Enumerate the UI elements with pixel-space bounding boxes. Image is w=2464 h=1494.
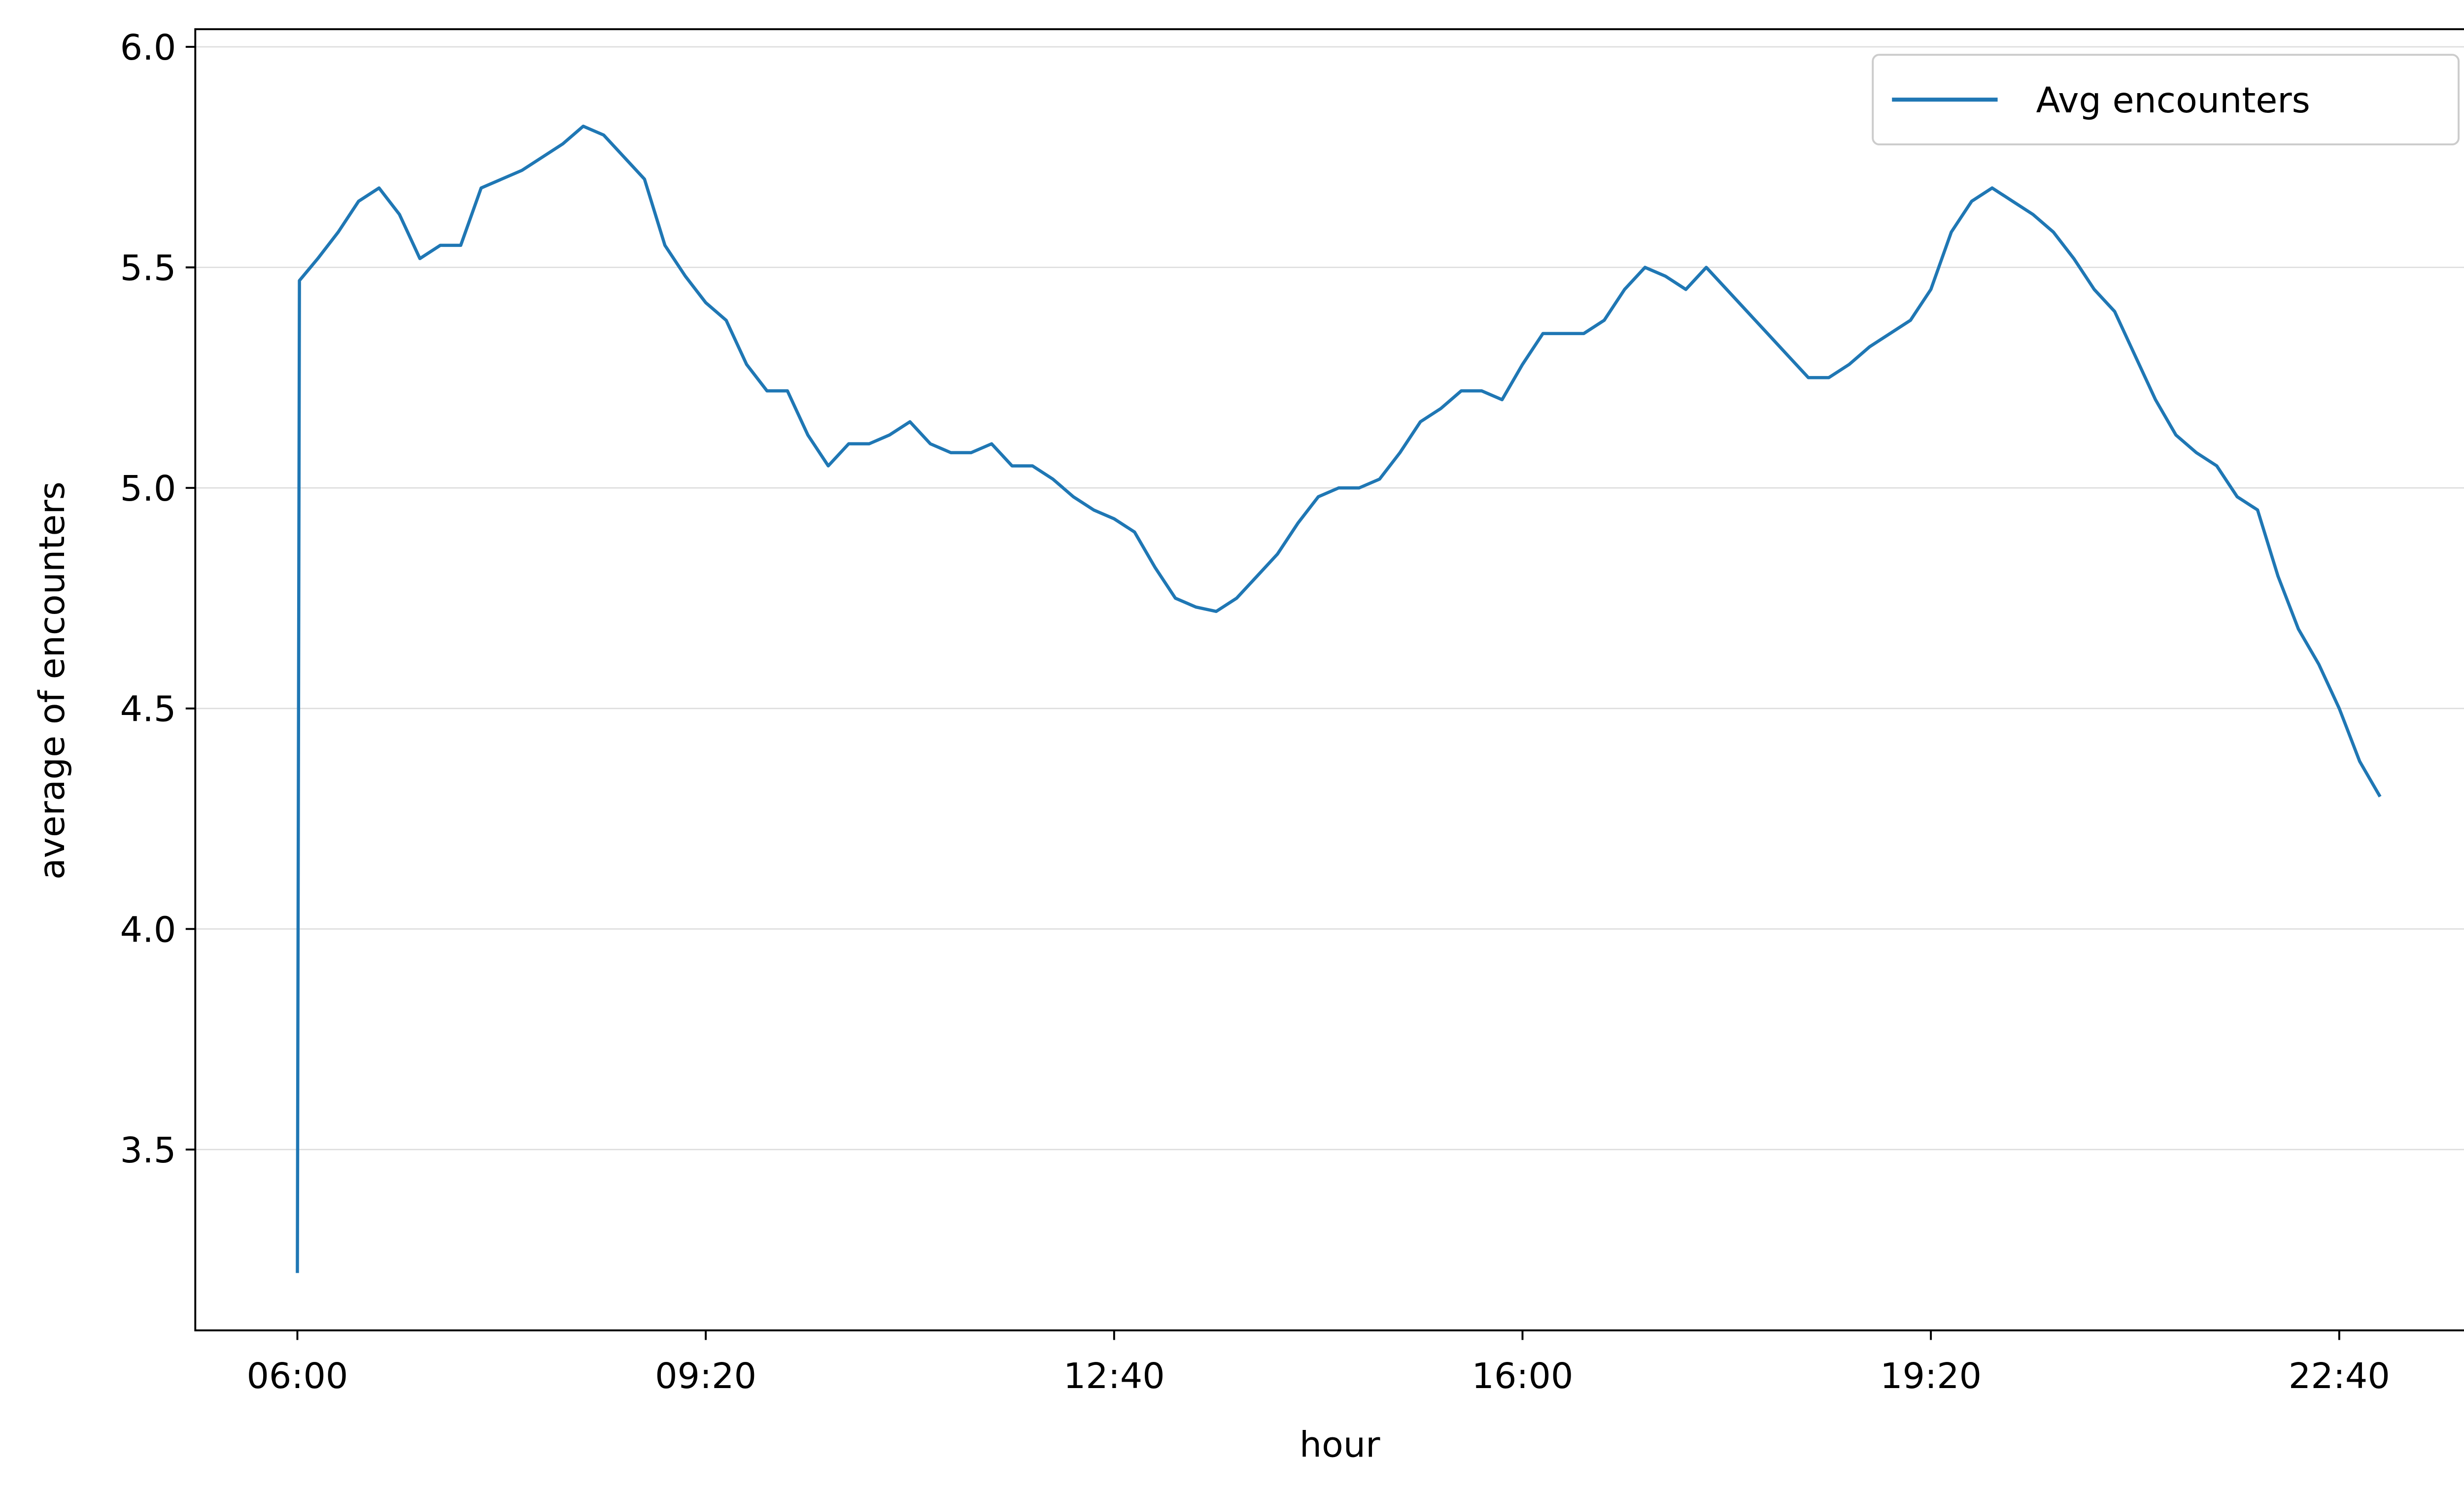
x-tick-label: 19:20 [1880,1356,1982,1396]
legend: Avg encounters [1872,54,2460,146]
y-axis-label: average of encounters [32,481,72,880]
y-tick-label: 6.0 [120,27,176,68]
legend-label: Avg encounters [2036,80,2310,121]
x-axis-label: hour [1300,1425,1380,1465]
y-tick-label: 5.0 [120,468,176,509]
x-tick-label: 09:20 [655,1356,756,1396]
line-series [296,124,2382,1273]
x-tick-label: 12:40 [1063,1356,1165,1396]
x-tick-label: 16:00 [1472,1356,1574,1396]
y-tick-label: 5.5 [120,248,176,289]
legend-box [1872,54,2460,146]
x-tick-label: 22:40 [2289,1356,2390,1396]
y-tick-label: 4.0 [120,909,176,950]
y-tick-label: 4.5 [120,689,176,730]
axes-frame [194,28,2464,1331]
x-tick-label: 06:00 [246,1356,348,1396]
y-tick-label: 3.5 [120,1130,176,1171]
